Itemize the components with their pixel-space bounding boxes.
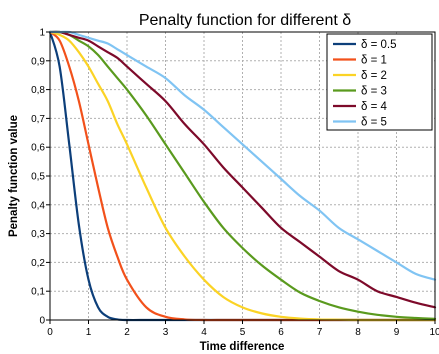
- y-tick-label: 1: [39, 28, 45, 39]
- x-tick-label: 9: [394, 327, 400, 338]
- x-tick-label: 4: [201, 327, 207, 338]
- x-tick-labels: 0 1 2 3 4 5 6 7 8 9 10: [47, 327, 439, 338]
- y-tick-label: 0,3: [31, 229, 45, 240]
- legend-box: [326, 33, 433, 131]
- x-tick-label: 3: [163, 327, 169, 338]
- series-lines: [48, 30, 437, 322]
- y-axis-label: Penalty function value: [8, 115, 20, 237]
- y-tick-label: 0,9: [31, 56, 45, 67]
- grid: [50, 32, 435, 320]
- x-tick-label: 10: [429, 327, 439, 338]
- chart-title: Penalty function for different δ: [139, 12, 351, 29]
- y-tick-label: 0,5: [31, 172, 45, 183]
- x-tick-label: 8: [355, 327, 361, 338]
- y-tick-label: 0,4: [31, 200, 45, 211]
- y-tick-label: 0,7: [31, 114, 45, 125]
- x-tick-label: 0: [47, 327, 53, 338]
- x-tick-label: 7: [317, 327, 323, 338]
- legend-entry: δ = 5: [361, 117, 387, 129]
- x-tick-label: 5: [240, 327, 246, 338]
- legend-entry: δ = 0.5: [361, 39, 397, 51]
- y-tick-label: 0,2: [31, 258, 45, 269]
- legend: δ = 0.5 δ = 1 δ = 2 δ = 3 δ = 4 δ = 5: [326, 33, 433, 131]
- series-line: [48, 30, 437, 309]
- legend-entry: δ = 4: [361, 101, 388, 113]
- legend-entry: δ = 2: [361, 70, 387, 82]
- legend-entry: δ = 1: [361, 55, 387, 67]
- x-tick-label: 6: [278, 327, 284, 338]
- x-axis-label: Time difference: [200, 341, 285, 353]
- y-tick-labels: 0 0,1 0,2 0,3 0,4 0,5 0,6 0,7 0,8 0,9 1: [31, 28, 45, 327]
- y-tick-label: 0,6: [31, 143, 45, 154]
- y-tick-label: 0,1: [31, 287, 45, 298]
- y-tick-label: 0: [39, 316, 45, 327]
- y-tick-label: 0,8: [31, 85, 45, 96]
- legend-entry: δ = 3: [361, 86, 387, 98]
- axis-ticks: [46, 31, 436, 324]
- x-tick-label: 2: [124, 327, 130, 338]
- x-tick-label: 1: [86, 327, 92, 338]
- series-line: [48, 30, 437, 281]
- series-line: [48, 30, 437, 320]
